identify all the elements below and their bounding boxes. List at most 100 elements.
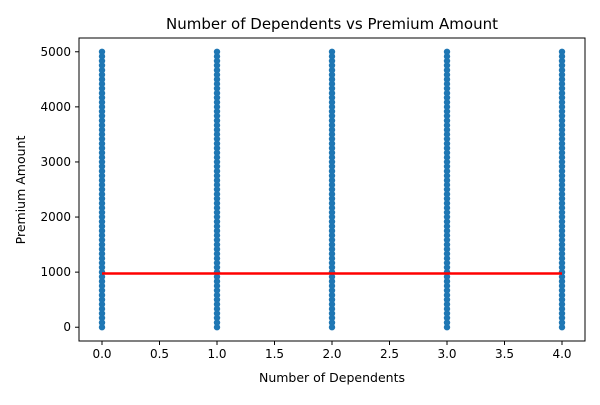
scatter-point <box>328 144 336 152</box>
scatter-point <box>213 167 221 175</box>
scatter-point <box>443 57 451 65</box>
scatter-point <box>443 250 451 257</box>
scatter-point <box>558 218 566 225</box>
scatter-point <box>558 255 566 262</box>
scatter-point <box>213 301 221 308</box>
scatter-point <box>328 53 336 60</box>
scatter-point <box>328 62 336 69</box>
scatter-point <box>558 85 566 92</box>
scatter-point <box>443 172 451 179</box>
scatter-point <box>328 94 336 101</box>
scatter-point <box>98 319 106 326</box>
scatter-point <box>98 310 106 317</box>
scatter-point <box>443 232 451 239</box>
scatter-point <box>558 99 566 106</box>
scatter-point <box>558 296 566 303</box>
scatter-point <box>558 282 566 290</box>
x-tick-label: 0.0 <box>92 347 111 361</box>
scatter-point <box>98 154 106 161</box>
scatter-point <box>328 241 336 248</box>
scatter-point <box>328 163 336 170</box>
scatter-point <box>213 310 221 317</box>
scatter-point <box>213 273 221 280</box>
scatter-point <box>98 149 106 156</box>
scatter-point <box>558 213 566 221</box>
scatter-point <box>443 48 451 55</box>
scatter-point <box>328 301 336 308</box>
scatter-point <box>558 200 566 207</box>
scatter-point <box>98 223 106 230</box>
scatter-point <box>328 259 336 267</box>
scatter-point <box>213 48 221 55</box>
scatter-point <box>443 186 451 193</box>
scatter-point <box>213 241 221 248</box>
scatter-point <box>443 310 451 317</box>
scatter-point <box>443 296 451 303</box>
scatter-point <box>98 53 106 60</box>
scatter-point <box>213 62 221 69</box>
y-tick-label: 1000 <box>40 265 71 279</box>
scatter-point <box>558 190 566 198</box>
scatter-point <box>558 89 566 97</box>
scatter-point <box>98 122 106 129</box>
scatter-point <box>443 218 451 225</box>
scatter-point <box>443 131 451 138</box>
scatter-point <box>558 273 566 280</box>
scatter-point <box>213 53 221 60</box>
scatter-point <box>98 85 106 92</box>
scatter-point <box>328 282 336 290</box>
y-tick-label: 4000 <box>40 100 71 114</box>
scatter-point <box>98 117 106 124</box>
scatter-point <box>328 76 336 83</box>
scatter-point <box>328 200 336 207</box>
scatter-point <box>213 195 221 202</box>
scatter-point <box>443 305 451 313</box>
scatter-point <box>328 310 336 317</box>
scatter-point <box>213 282 221 290</box>
scatter-point <box>558 154 566 161</box>
x-tick-label: 0.5 <box>150 347 169 361</box>
scatter-point <box>558 62 566 69</box>
scatter-point <box>328 305 336 313</box>
scatter-point <box>328 135 336 143</box>
scatter-point <box>213 94 221 101</box>
scatter-point <box>443 80 451 88</box>
scatter-point <box>98 108 106 115</box>
scatter-point <box>558 94 566 101</box>
scatter-point <box>328 273 336 280</box>
scatter-point <box>443 144 451 152</box>
scatter-point <box>443 195 451 202</box>
scatter-point <box>213 126 221 134</box>
scatter-point <box>98 259 106 267</box>
y-tick-label: 2000 <box>40 210 71 224</box>
scatter-point <box>443 245 451 253</box>
scatter-point <box>558 181 566 189</box>
scatter-point <box>213 122 221 129</box>
scatter-point <box>213 264 221 271</box>
scatter-point <box>328 250 336 257</box>
scatter-point <box>328 154 336 161</box>
scatter-point <box>443 259 451 267</box>
scatter-point <box>98 273 106 280</box>
scatter-point <box>98 89 106 97</box>
scatter-point <box>558 131 566 138</box>
scatter-point <box>558 259 566 267</box>
scatter-point <box>98 296 106 303</box>
x-tick-label: 3.5 <box>495 347 514 361</box>
scatter-point <box>443 140 451 147</box>
scatter-point <box>443 76 451 83</box>
scatter-point <box>558 167 566 175</box>
x-tick-label: 1.5 <box>265 347 284 361</box>
scatter-point <box>443 190 451 198</box>
scatter-point <box>328 245 336 253</box>
scatter-point <box>328 287 336 294</box>
scatter-point <box>328 172 336 179</box>
scatter-point <box>558 314 566 322</box>
scatter-point <box>443 71 451 78</box>
scatter-point <box>328 71 336 78</box>
scatter-point <box>443 223 451 230</box>
scatter-point <box>328 103 336 111</box>
